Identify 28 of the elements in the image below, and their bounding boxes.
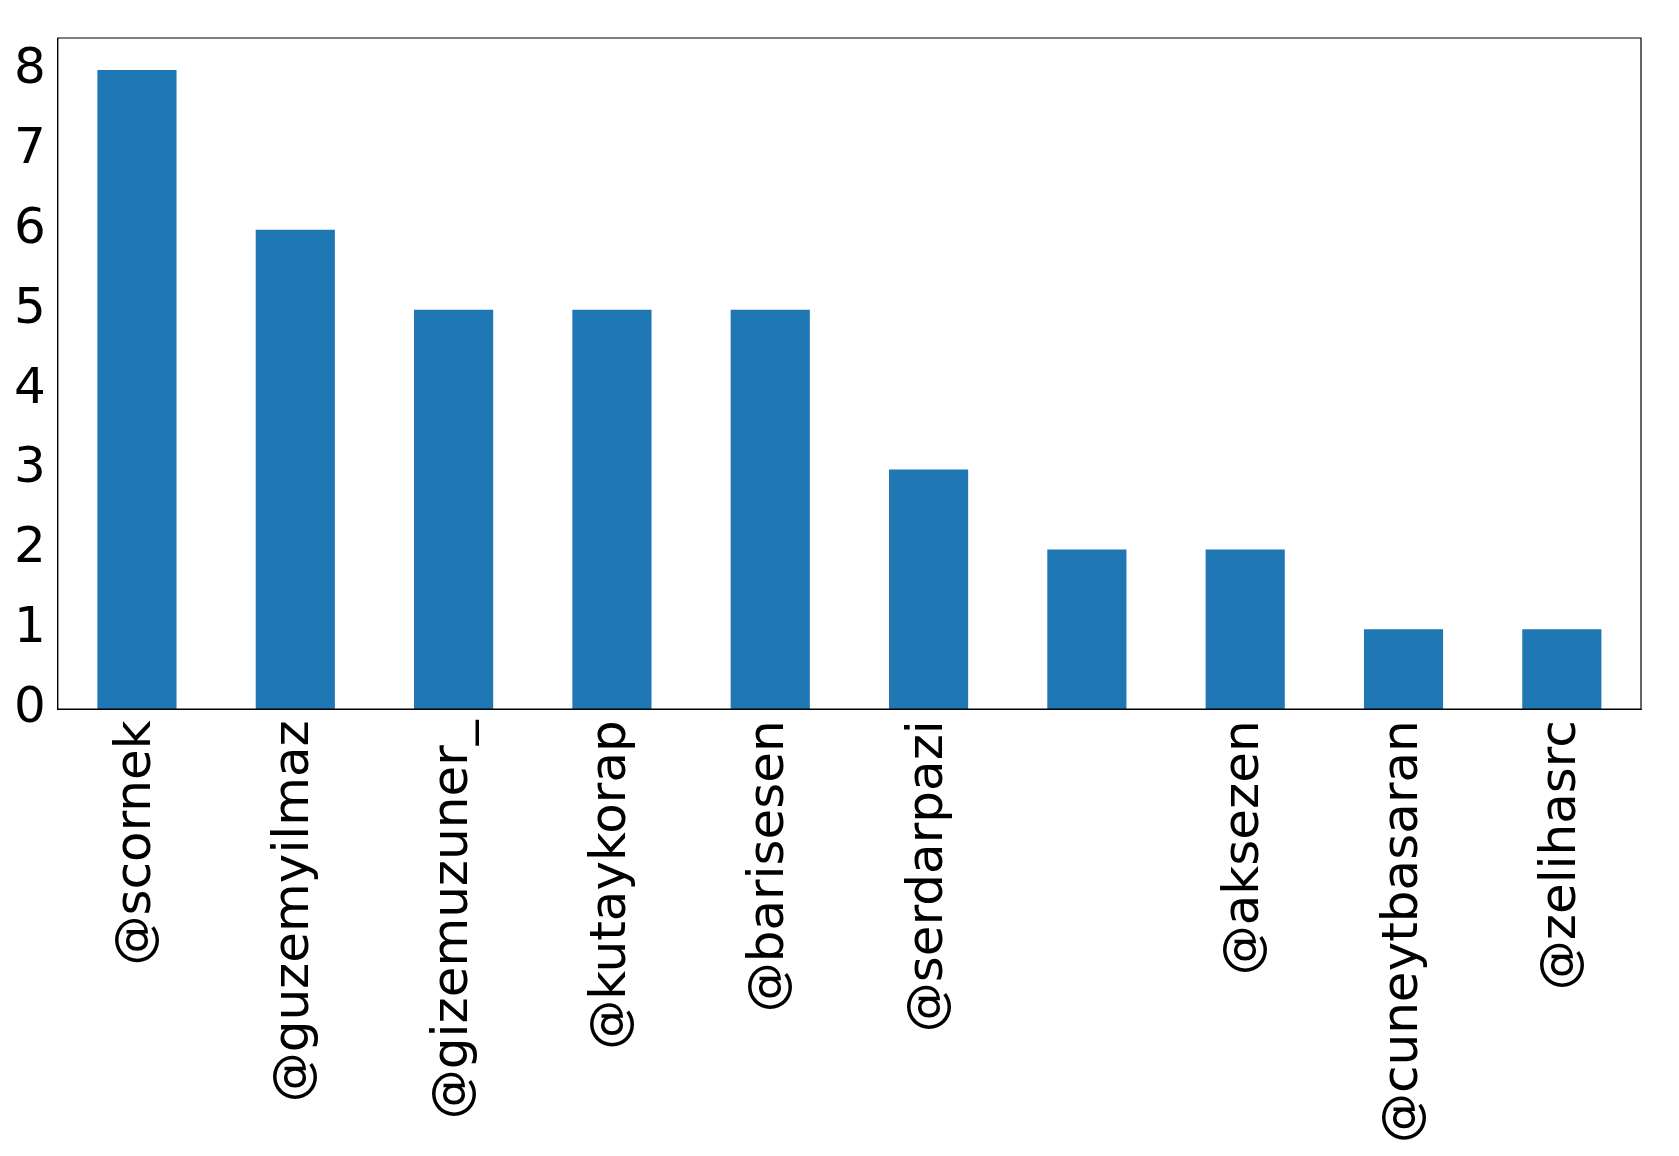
bar: [1047, 549, 1127, 710]
x-tick-label: @kutaykorap: [578, 720, 637, 1050]
bar: [1522, 629, 1602, 710]
bar: [1205, 549, 1285, 710]
bar: [414, 309, 494, 710]
x-tick-label: @zelihasrc: [1528, 720, 1587, 991]
x-tick-label: @scornek: [103, 720, 162, 966]
x-tick-label: @aksezen: [1212, 720, 1271, 976]
bar: [572, 309, 652, 710]
x-tick-label: @cuneytbasaran: [1370, 720, 1429, 1143]
bar: [730, 309, 810, 710]
x-tick-label: @barisesen: [737, 720, 796, 1013]
y-tick-label: 7: [14, 116, 46, 175]
x-tick-label: @serdarpazi: [895, 720, 954, 1033]
bar: [97, 69, 177, 710]
y-tick-label: 3: [14, 436, 46, 495]
bar: [1363, 629, 1444, 710]
y-tick-label: 1: [14, 596, 46, 655]
y-tick-label: 0: [14, 676, 46, 735]
y-tick-label: 8: [14, 36, 46, 95]
y-tick-label: 4: [14, 356, 46, 415]
bar: [255, 229, 335, 710]
x-tick-label: @guzemyilmaz: [262, 720, 321, 1103]
bar: [888, 469, 969, 710]
y-tick-label: 5: [14, 276, 46, 335]
x-tick-label: @gizemuzuner_: [420, 719, 479, 1120]
y-tick-label: 6: [14, 196, 46, 255]
y-tick-label: 2: [14, 516, 46, 575]
